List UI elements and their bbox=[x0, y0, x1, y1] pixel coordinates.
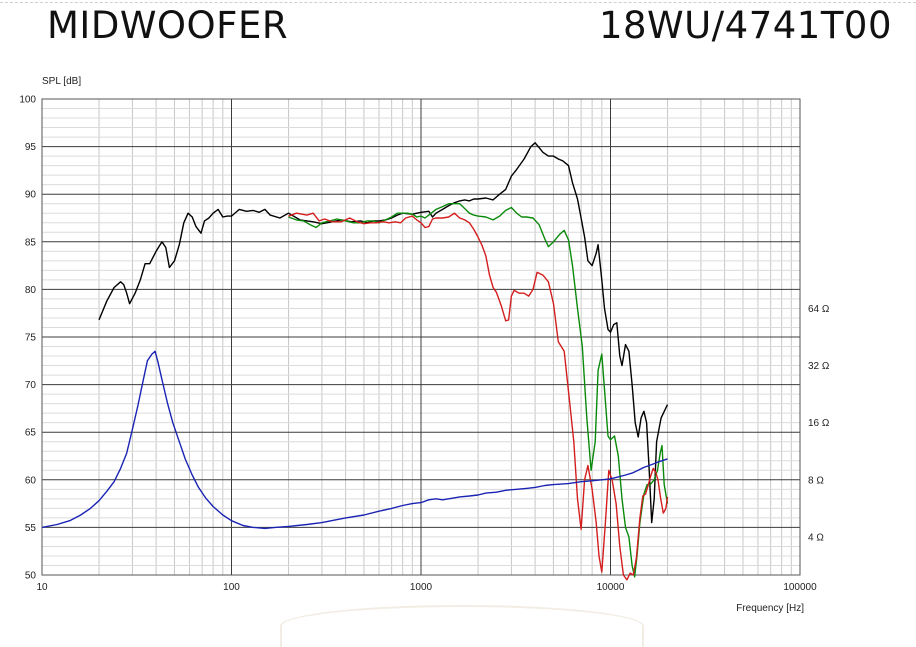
x-axis-label: Frequency [Hz] bbox=[736, 603, 804, 614]
top-dashed-rule bbox=[0, 2, 916, 3]
y-tick-label: 85 bbox=[25, 237, 37, 248]
x-tick-label: 100 bbox=[223, 582, 240, 593]
y-tick-label: 80 bbox=[25, 285, 37, 296]
x-tick-label: 10000 bbox=[597, 582, 625, 593]
plot-frame bbox=[41, 98, 801, 576]
impedance-tick-label: 64 Ω bbox=[808, 304, 830, 315]
x-tick-label: 100000 bbox=[783, 582, 817, 593]
impedance-tick-label: 16 Ω bbox=[808, 418, 830, 429]
y-tick-label: 95 bbox=[25, 142, 37, 153]
y-tick-label: 90 bbox=[25, 190, 37, 201]
impedance-tick-label: 8 Ω bbox=[808, 475, 824, 486]
y-axis-label: SPL [dB] bbox=[42, 76, 81, 87]
y-tick-label: 50 bbox=[25, 571, 37, 582]
y-tick-label: 70 bbox=[25, 380, 37, 391]
model-number: 18WU/4741T00 bbox=[598, 4, 892, 47]
impedance-tick-label: 32 Ω bbox=[808, 361, 830, 372]
page-title: MIDWOOFER bbox=[47, 4, 289, 47]
series-line-1 bbox=[98, 142, 669, 524]
series-layer bbox=[41, 142, 669, 581]
series-line-4 bbox=[41, 350, 668, 530]
y-tick-label: 75 bbox=[25, 333, 37, 344]
series-line-3 bbox=[288, 212, 669, 581]
impedance-tick-label: 4 Ω bbox=[808, 532, 824, 543]
y-tick-label: 60 bbox=[25, 475, 37, 486]
y-tick-label: 65 bbox=[25, 428, 37, 439]
watermark-arc bbox=[280, 605, 644, 647]
x-tick-label: 1000 bbox=[410, 582, 433, 593]
x-tick-label: 10 bbox=[36, 582, 48, 593]
y-tick-label: 55 bbox=[25, 523, 37, 534]
y-tick-label: 100 bbox=[19, 95, 36, 106]
